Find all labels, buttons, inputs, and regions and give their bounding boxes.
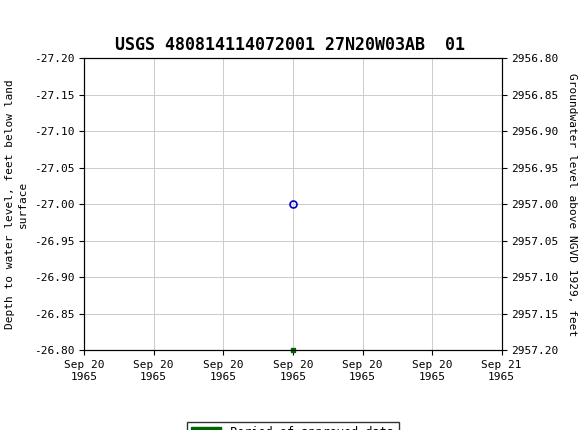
- Text: USGS: USGS: [38, 9, 93, 27]
- Y-axis label: Depth to water level, feet below land
surface: Depth to water level, feet below land su…: [5, 80, 28, 329]
- Y-axis label: Groundwater level above NGVD 1929, feet: Groundwater level above NGVD 1929, feet: [567, 73, 577, 336]
- Text: USGS 480814114072001 27N20W03AB  01: USGS 480814114072001 27N20W03AB 01: [115, 36, 465, 54]
- Legend: Period of approved data: Period of approved data: [187, 421, 399, 430]
